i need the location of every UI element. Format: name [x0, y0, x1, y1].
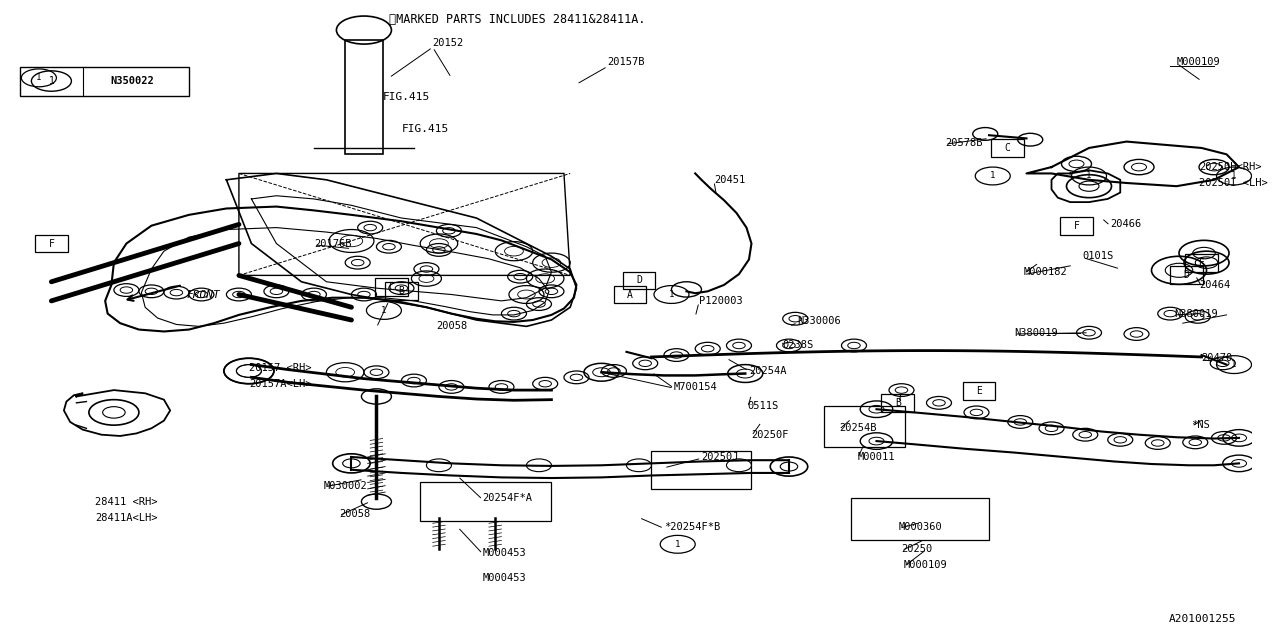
- Text: FRONT: FRONT: [187, 289, 220, 300]
- Text: D: D: [1184, 270, 1189, 280]
- Text: 0238S: 0238S: [783, 340, 814, 351]
- Text: M000453: M000453: [483, 573, 526, 583]
- Text: B: B: [895, 398, 901, 408]
- Text: 1: 1: [675, 540, 681, 549]
- Text: 28411A<LH>: 28411A<LH>: [95, 513, 157, 522]
- Text: 20157 <RH>: 20157 <RH>: [248, 363, 311, 372]
- Text: 20254F*A: 20254F*A: [483, 493, 532, 504]
- Text: N350022: N350022: [111, 76, 155, 86]
- Text: 28411 <RH>: 28411 <RH>: [95, 497, 157, 507]
- Text: B: B: [398, 286, 404, 296]
- Text: 20058: 20058: [436, 321, 467, 332]
- Text: 1: 1: [668, 290, 675, 299]
- Text: 20250F: 20250F: [751, 429, 788, 440]
- Text: M000182: M000182: [1024, 268, 1068, 277]
- Text: 20250H<RH>: 20250H<RH>: [1199, 162, 1262, 172]
- Text: N330006: N330006: [797, 316, 841, 326]
- Text: 20254B: 20254B: [838, 423, 877, 433]
- Text: 20157B: 20157B: [608, 57, 645, 67]
- Text: M700154: M700154: [675, 382, 718, 392]
- Text: C: C: [1005, 143, 1011, 153]
- Text: P120003: P120003: [699, 296, 742, 306]
- Text: 0511S: 0511S: [748, 401, 780, 411]
- Text: 20464: 20464: [1199, 280, 1230, 290]
- Text: 1: 1: [1231, 172, 1236, 180]
- Text: N380019: N380019: [1174, 308, 1217, 319]
- Text: 1: 1: [49, 76, 54, 86]
- Text: ※MARKED PARTS INCLUDES 28411&28411A.: ※MARKED PARTS INCLUDES 28411&28411A.: [389, 13, 645, 26]
- Text: 20470: 20470: [1202, 353, 1233, 364]
- Text: FIG.415: FIG.415: [383, 92, 430, 102]
- Bar: [20, 67, 189, 96]
- Bar: [824, 406, 905, 447]
- Text: E: E: [977, 387, 982, 396]
- Text: 20578B: 20578B: [945, 138, 983, 148]
- Text: N380019: N380019: [1014, 328, 1057, 338]
- Text: M030002: M030002: [324, 481, 367, 491]
- Bar: [346, 40, 383, 154]
- Text: *NS: *NS: [1192, 420, 1211, 430]
- Bar: [851, 499, 989, 540]
- Text: 20058: 20058: [339, 509, 370, 519]
- Text: A201001255: A201001255: [1169, 614, 1236, 625]
- Text: 20250I <LH>: 20250I <LH>: [1199, 178, 1267, 188]
- Text: FIG.415: FIG.415: [402, 124, 449, 134]
- Text: 20466: 20466: [1110, 220, 1142, 229]
- Text: 20250J: 20250J: [701, 452, 739, 462]
- Text: 20254A: 20254A: [749, 366, 786, 376]
- Text: E: E: [1198, 258, 1204, 268]
- Text: 20176B: 20176B: [314, 239, 352, 248]
- Text: 1: 1: [381, 306, 387, 315]
- Text: 1: 1: [1231, 360, 1236, 369]
- Text: 1: 1: [989, 172, 996, 180]
- Text: 1: 1: [1087, 172, 1092, 180]
- Text: 20152: 20152: [433, 38, 463, 48]
- Text: D: D: [636, 275, 641, 285]
- Text: M000453: M000453: [483, 548, 526, 557]
- Text: 20451: 20451: [714, 175, 745, 185]
- Text: 1: 1: [36, 74, 41, 83]
- Text: M000109: M000109: [1176, 57, 1220, 67]
- Bar: [652, 451, 751, 489]
- Text: *20254F*B: *20254F*B: [664, 522, 721, 532]
- Text: A: A: [627, 289, 634, 300]
- Text: F: F: [49, 239, 54, 248]
- Text: 0101S: 0101S: [1083, 252, 1114, 261]
- Text: F: F: [1074, 221, 1079, 230]
- Text: M000109: M000109: [904, 561, 947, 570]
- Text: M00011: M00011: [858, 452, 895, 462]
- Bar: [420, 483, 552, 521]
- Text: 20157A<LH>: 20157A<LH>: [248, 379, 311, 388]
- Text: C: C: [389, 282, 394, 292]
- Text: 20250: 20250: [901, 545, 933, 554]
- Text: M000360: M000360: [899, 522, 943, 532]
